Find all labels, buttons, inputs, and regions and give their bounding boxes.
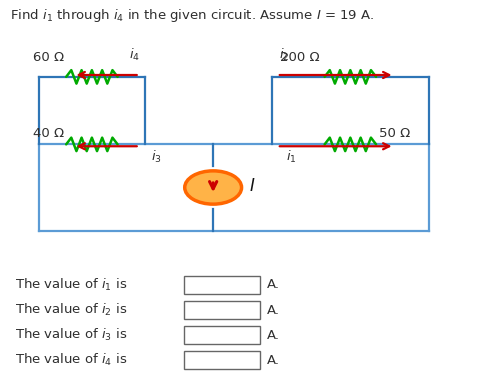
Text: A.: A. [267, 329, 280, 342]
Bar [184, 301, 260, 319]
Text: $i_2$: $i_2$ [279, 47, 290, 63]
Text: The value of $\it{i}_4$ is: The value of $\it{i}_4$ is [15, 352, 127, 368]
Bar [184, 326, 260, 344]
Text: $i_3$: $i_3$ [151, 149, 162, 165]
Text: 40 Ω: 40 Ω [32, 127, 64, 140]
Text: The value of $\it{i}_3$ is: The value of $\it{i}_3$ is [15, 327, 127, 343]
Bar [184, 351, 260, 369]
Text: A.: A. [267, 279, 280, 291]
Text: A.: A. [267, 304, 280, 316]
Text: The value of $\it{i}_2$ is: The value of $\it{i}_2$ is [15, 302, 127, 318]
Text: $i_1$: $i_1$ [286, 149, 297, 165]
Text: $I$: $I$ [249, 177, 255, 195]
Text: The value of $\it{i}_1$ is: The value of $\it{i}_1$ is [15, 277, 127, 293]
Text: Find $\it{i}_1$ through $\it{i}_4$ in the given circuit. Assume $\it{I}$ = 19 A.: Find $\it{i}_1$ through $\it{i}_4$ in th… [10, 8, 374, 24]
Bar [184, 276, 260, 294]
Text: A.: A. [267, 354, 280, 367]
Ellipse shape [185, 171, 242, 204]
Text: 50 Ω: 50 Ω [379, 127, 410, 140]
Text: $i_4$: $i_4$ [129, 47, 140, 63]
Text: 60 Ω: 60 Ω [32, 51, 64, 64]
Text: 200 Ω: 200 Ω [280, 51, 320, 64]
